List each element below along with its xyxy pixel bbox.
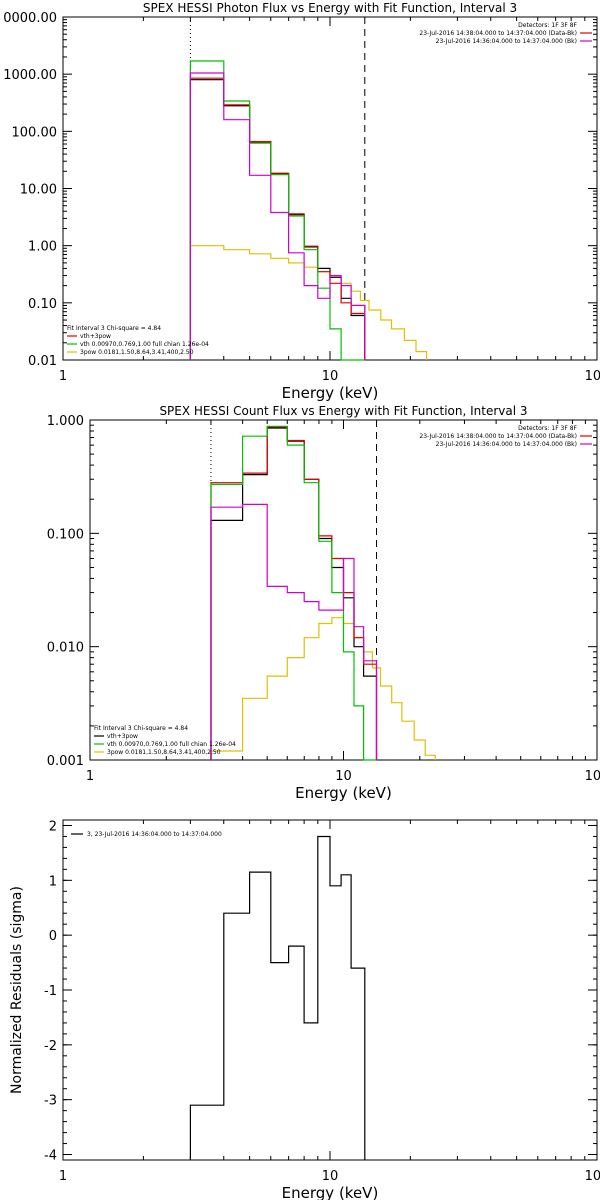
y-tick-label: 2: [49, 819, 57, 834]
y-tick-label: 1000.00: [3, 68, 57, 83]
y-tick-label: 0: [49, 929, 57, 944]
legend-entry: 23-Jul-2016 14:36:04.000 to 14:37:04.000…: [436, 441, 577, 448]
legend-entry: 23-Jul-2016 14:38:04.000 to 14:37:04.000…: [419, 433, 577, 440]
legend-entry: 3pow 0.0181,1.50,8.64,3.41,400,2.50: [80, 349, 194, 356]
x-axis-label: Energy (keV): [295, 784, 392, 802]
series-2-line: [210, 425, 377, 761]
x-tick-label: 10: [322, 1169, 339, 1184]
x-tick-label: 100: [585, 369, 600, 384]
x-axis-label: Energy (keV): [282, 1184, 379, 1200]
y-tick-label: -4: [44, 1149, 57, 1164]
y-tick-label: 100.00: [12, 125, 58, 140]
y-tick-label: 0.010: [47, 641, 84, 656]
legend-entry: Detectors: 1F 3F 8F: [518, 425, 577, 432]
x-tick-label: 10: [335, 769, 352, 784]
extra-series-0-line: [210, 617, 436, 760]
y-tick-label: -3: [44, 1094, 57, 1109]
chart-title: SPEX HESSI Count Flux vs Energy with Fit…: [159, 404, 527, 418]
x-tick-label: 100: [585, 1169, 600, 1184]
legend-entry: 23-Jul-2016 14:36:04.000 to 14:37:04.000…: [436, 38, 577, 45]
y-axis-label: Normalized Residuals (sigma): [9, 886, 25, 1094]
legend-entry: 3, 23-Jul-2016 14:36:04.000 to 14:37:04.…: [87, 831, 222, 838]
chart-2: SPEX HESSI Count Flux vs Energy with Fit…: [47, 404, 600, 802]
x-axis-label: Energy (keV): [282, 384, 379, 402]
legend-entry: Fit Interval 3 Chi-square = 4.84: [94, 725, 188, 732]
x-tick-label: 10: [322, 369, 339, 384]
series-3-line: [189, 72, 366, 360]
chart-title: SPEX HESSI Photon Flux vs Energy with Fi…: [143, 1, 517, 15]
chart-3: 1 10 100 -4 -3 -2 -1 0 1 2 Energy (keV) Normalized …: [9, 819, 600, 1200]
legend-entry: vth 0.00970,0.769,1.00 full chian 1.26e-…: [80, 341, 209, 348]
y-tick-label: 0.001: [47, 754, 84, 769]
x-tick-label: 1: [59, 1169, 67, 1184]
legend-entry: vth+3pow: [107, 733, 138, 740]
series-2-line: [189, 60, 365, 361]
y-tick-label: 0.01: [28, 354, 57, 369]
y-tick-label: 0.10: [28, 297, 57, 312]
y-tick-label: -2: [44, 1039, 57, 1054]
y-tick-label: 0.100: [47, 527, 84, 542]
x-tick-label: 100: [585, 769, 600, 784]
series-3-line: [210, 503, 378, 760]
x-tick-label: 1: [59, 369, 67, 384]
series-1-line: [210, 426, 378, 760]
legend-entry: 23-Jul-2016 14:38:04.000 to 14:37:04.000…: [419, 30, 577, 37]
legend-entry: Fit Interval 3 Chi-square = 4.84: [67, 325, 161, 332]
legend-entry: Detectors: 1F 3F 8F: [518, 22, 577, 29]
y-tick-label: 1.000: [47, 414, 84, 429]
y-tick-label: 10.00: [20, 183, 57, 198]
legend-entry: vth+3pow: [80, 333, 111, 340]
y-tick-label: -1: [44, 984, 57, 999]
series-1-line: [189, 77, 366, 360]
y-tick-label: 0000.00: [3, 11, 57, 26]
series-0-line: [189, 79, 366, 360]
y-tick-label: 1: [49, 874, 57, 889]
series-0-line: [210, 427, 378, 760]
y-tick-label: 1.00: [28, 240, 57, 255]
legend-entry: vth 0.00970,0.769,1.00 full chian 1.26e-…: [107, 741, 236, 748]
chart-1: SPEX HESSI Photon Flux vs Energy with Fi…: [3, 1, 600, 402]
legend-entry: 3pow 0.0181,1.50,8.64,3.41,400,2.50: [107, 749, 221, 756]
extra-series-0-line: [189, 245, 428, 360]
x-tick-label: 1: [86, 769, 94, 784]
series-0-line: [189, 835, 366, 1160]
